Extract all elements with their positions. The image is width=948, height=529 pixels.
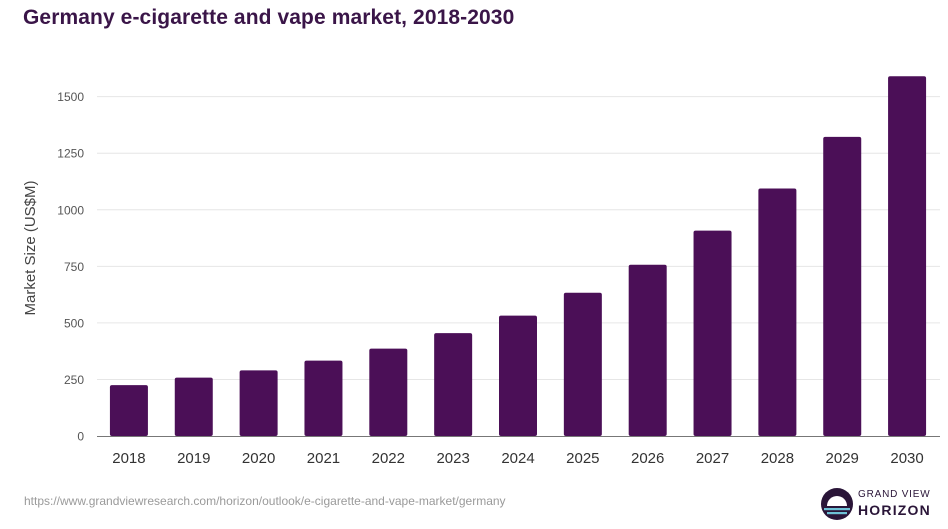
x-tick-label: 2024	[501, 450, 534, 467]
bars	[109, 76, 927, 436]
bar-2019	[174, 377, 213, 436]
y-tick-label: 750	[64, 260, 84, 274]
bar-2027	[693, 230, 732, 436]
x-tick-label: 2030	[890, 450, 923, 467]
x-tick-label: 2026	[631, 450, 664, 467]
x-tick-label: 2022	[372, 450, 405, 467]
chart-title: Germany e-cigarette and vape market, 201…	[23, 6, 515, 29]
x-tick-label: 2027	[696, 450, 729, 467]
y-tick-label: 1000	[57, 203, 84, 217]
x-tick-label: 2028	[761, 450, 794, 467]
bar-2018	[109, 385, 148, 436]
x-tick-label: 2019	[177, 450, 210, 467]
x-tick-label: 2020	[242, 450, 275, 467]
y-tick-label: 500	[64, 316, 84, 330]
horizon-logo-icon	[821, 488, 853, 520]
x-tick-label: 2018	[112, 450, 145, 467]
x-tick-label: 2025	[566, 450, 599, 467]
bar-2029	[823, 136, 862, 436]
y-tick-label: 0	[77, 430, 84, 444]
bar-2026	[628, 264, 667, 436]
brand-line2: HORIZON	[858, 502, 931, 518]
brand-name: GRAND VIEW HORIZON	[858, 489, 931, 518]
source-url[interactable]: https://www.grandviewresearch.com/horizo…	[24, 494, 506, 508]
x-tick-label: 2029	[826, 450, 859, 467]
y-tick-label: 250	[64, 373, 84, 387]
bar-2030	[888, 76, 927, 436]
bar-2022	[369, 348, 408, 436]
x-tick-label: 2023	[436, 450, 469, 467]
bar-2024	[499, 315, 537, 436]
x-tick-label: 2021	[307, 450, 340, 467]
brand-line1: GRAND VIEW	[858, 489, 931, 500]
brand-logo[interactable]: GRAND VIEW HORIZON	[820, 487, 938, 523]
bar-2025	[563, 292, 602, 436]
bar-2020	[239, 370, 278, 436]
y-axis-label: Market Size (US$M)	[22, 180, 39, 315]
bar-2028	[758, 188, 797, 436]
bar-2021	[304, 360, 343, 436]
y-tick-label: 1500	[57, 90, 84, 104]
x-axis-ticks: 2018 2019 2020 2021 2022 2023 2024 2025 2026 2027…	[112, 450, 924, 467]
y-tick-label: 1250	[57, 147, 84, 161]
y-axis-ticks: 0 250 500 750 1000 1250 1500	[57, 90, 84, 443]
bar-2023	[434, 333, 473, 436]
